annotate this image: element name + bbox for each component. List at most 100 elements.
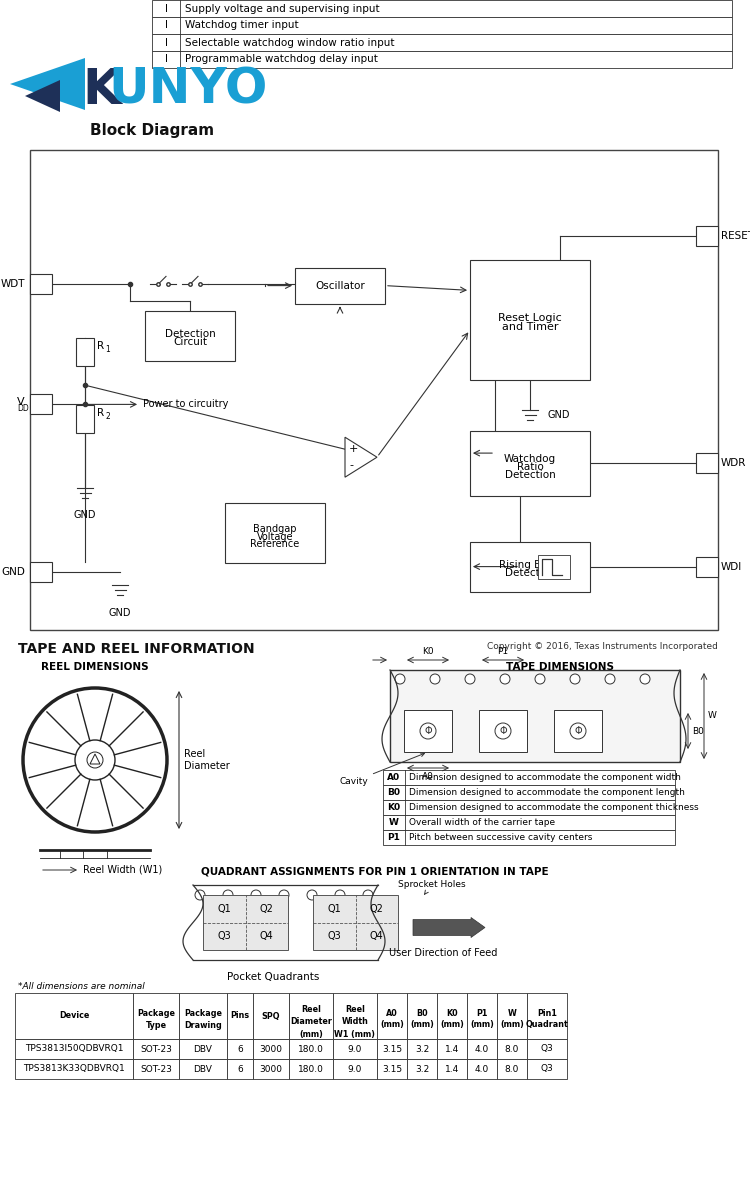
Text: (mm): (mm): [410, 1020, 434, 1030]
Text: Dimension designed to accommodate the component thickness: Dimension designed to accommodate the co…: [409, 803, 699, 812]
Text: W: W: [508, 1008, 517, 1018]
Text: Detection: Detection: [505, 568, 555, 577]
Text: 4.0: 4.0: [475, 1044, 489, 1054]
Bar: [407, 994, 437, 1039]
Bar: [696, 557, 718, 577]
Bar: [179, 1058, 227, 1079]
Bar: [152, 50, 732, 68]
Circle shape: [640, 674, 650, 684]
Text: B0: B0: [692, 726, 703, 736]
Text: 9.0: 9.0: [348, 1044, 362, 1054]
Bar: [696, 227, 718, 246]
Text: REEL DIMENSIONS: REEL DIMENSIONS: [41, 662, 148, 672]
Text: SOT-23: SOT-23: [140, 1044, 172, 1054]
Text: Rising Edge: Rising Edge: [500, 559, 560, 570]
Text: Cavity: Cavity: [339, 754, 424, 786]
Text: Pin1: Pin1: [537, 1008, 557, 1018]
Text: Q2: Q2: [370, 904, 384, 913]
Bar: [152, 0, 732, 17]
Text: W: W: [389, 818, 399, 827]
Text: (mm): (mm): [440, 1020, 464, 1030]
Text: Pins: Pins: [230, 1012, 250, 1020]
Text: 3000: 3000: [260, 1044, 283, 1054]
Text: Voltage: Voltage: [256, 532, 293, 541]
Text: Reset Logic: Reset Logic: [498, 313, 562, 323]
Text: TPS3813I50QDBVRQ1: TPS3813I50QDBVRQ1: [25, 1044, 123, 1054]
Text: Dimension designed to accommodate the component length: Dimension designed to accommodate the co…: [409, 788, 685, 797]
Bar: [15, 1058, 133, 1079]
Bar: [497, 994, 527, 1039]
Circle shape: [535, 674, 545, 684]
Text: DD: DD: [17, 404, 29, 413]
Text: I: I: [164, 4, 167, 13]
Bar: [15, 1039, 133, 1058]
Bar: [253, 994, 289, 1039]
Bar: [538, 554, 570, 578]
Text: WDR: WDR: [721, 458, 746, 468]
FancyArrow shape: [413, 918, 485, 937]
Circle shape: [430, 674, 440, 684]
Text: V: V: [17, 397, 25, 407]
Circle shape: [363, 890, 373, 900]
Text: Power to circuitry: Power to circuitry: [143, 400, 228, 409]
Text: Drawing: Drawing: [184, 1020, 222, 1030]
Text: Quadrant: Quadrant: [526, 1020, 568, 1030]
Text: W: W: [708, 712, 717, 720]
Text: GND: GND: [74, 510, 96, 520]
Bar: [76, 337, 94, 366]
Text: Diameter: Diameter: [290, 1018, 332, 1026]
Bar: [333, 1039, 377, 1058]
Circle shape: [500, 674, 510, 684]
Text: DBV: DBV: [194, 1064, 212, 1074]
Text: TPS3813K33QDBVRQ1: TPS3813K33QDBVRQ1: [23, 1064, 124, 1074]
Text: Overall width of the carrier tape: Overall width of the carrier tape: [409, 818, 555, 827]
Text: SPQ: SPQ: [262, 1012, 280, 1020]
Text: 1.4: 1.4: [445, 1064, 459, 1074]
Text: Programmable watchdog delay input: Programmable watchdog delay input: [185, 54, 378, 65]
Bar: [179, 1039, 227, 1058]
Circle shape: [335, 890, 345, 900]
Text: WDT: WDT: [1, 280, 25, 289]
Bar: [289, 1039, 333, 1058]
Text: 3.2: 3.2: [415, 1044, 429, 1054]
Bar: [145, 311, 235, 361]
Circle shape: [279, 890, 289, 900]
Text: Pitch between successive cavity centers: Pitch between successive cavity centers: [409, 833, 592, 842]
Text: Q3: Q3: [541, 1044, 554, 1054]
Bar: [383, 800, 675, 815]
Text: (mm): (mm): [470, 1020, 494, 1030]
Circle shape: [395, 674, 405, 684]
Text: Oscillator: Oscillator: [315, 281, 364, 290]
Bar: [527, 1039, 567, 1058]
Bar: [497, 1058, 527, 1079]
Bar: [497, 1039, 527, 1058]
Text: UNYO: UNYO: [108, 66, 267, 114]
Polygon shape: [345, 437, 377, 478]
Text: Package: Package: [137, 1008, 175, 1018]
Text: A0: A0: [386, 1008, 398, 1018]
Bar: [253, 1039, 289, 1058]
Bar: [437, 1058, 467, 1079]
Circle shape: [223, 890, 233, 900]
Text: W1 (mm): W1 (mm): [334, 1030, 376, 1038]
Text: Copyright © 2016, Texas Instruments Incorporated: Copyright © 2016, Texas Instruments Inco…: [488, 642, 718, 650]
Text: Type: Type: [146, 1020, 166, 1030]
Text: 6: 6: [237, 1044, 243, 1054]
Bar: [333, 1058, 377, 1079]
Text: Reel: Reel: [184, 749, 206, 758]
Bar: [437, 994, 467, 1039]
Text: K: K: [82, 66, 121, 114]
Text: Q4: Q4: [370, 931, 383, 941]
Text: 180.0: 180.0: [298, 1044, 324, 1054]
Bar: [289, 1058, 333, 1079]
Text: GND: GND: [2, 568, 25, 577]
Bar: [30, 150, 718, 630]
Text: 1.4: 1.4: [445, 1044, 459, 1054]
Bar: [377, 1039, 407, 1058]
Bar: [527, 994, 567, 1039]
Text: Φ: Φ: [424, 726, 432, 736]
Text: Block Diagram: Block Diagram: [90, 122, 214, 138]
Bar: [295, 268, 385, 304]
Text: Watchdog timer input: Watchdog timer input: [185, 20, 298, 30]
Text: B0: B0: [388, 788, 400, 797]
